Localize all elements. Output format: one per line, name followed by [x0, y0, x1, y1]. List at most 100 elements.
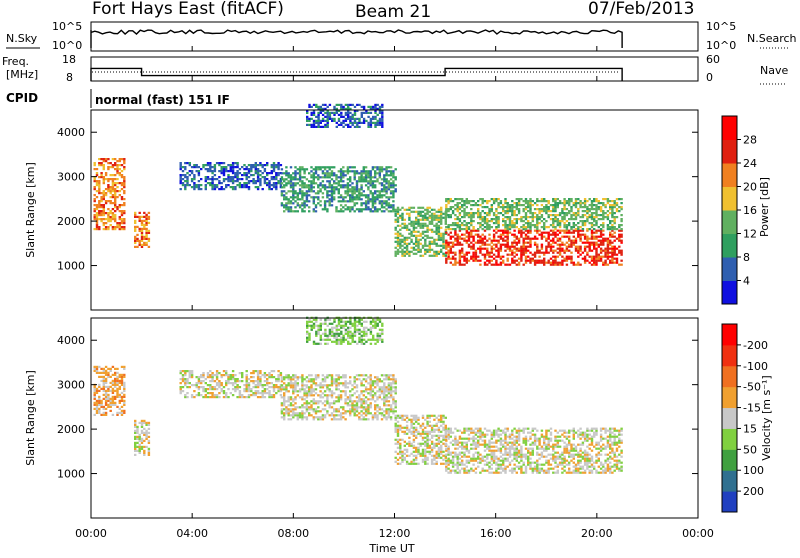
range-cell — [123, 228, 125, 230]
range-cell — [319, 200, 321, 202]
range-cell — [100, 206, 102, 208]
range-cell — [331, 196, 333, 198]
range-cell — [310, 190, 312, 192]
range-cell — [116, 412, 118, 414]
range-cell — [573, 222, 575, 224]
range-cell — [223, 178, 225, 180]
range-cell — [372, 206, 374, 208]
range-cell — [324, 176, 326, 178]
range-cell — [200, 386, 202, 388]
range-cell — [110, 202, 112, 204]
range-cell — [385, 204, 387, 206]
range-cell — [326, 172, 328, 174]
range-cell — [440, 215, 442, 217]
range-cell — [259, 180, 261, 182]
range-cell — [112, 212, 114, 214]
range-cell — [329, 104, 331, 106]
range-cell — [285, 390, 287, 392]
range-cell — [313, 394, 315, 396]
range-cell — [614, 254, 616, 256]
range-cell — [495, 226, 497, 228]
range-cell — [100, 162, 102, 164]
range-cell — [358, 416, 360, 418]
range-cell — [472, 228, 474, 230]
range-cell — [227, 396, 229, 398]
range-cell — [367, 172, 369, 174]
range-cell — [326, 194, 328, 196]
range-cell — [426, 451, 428, 453]
range-cell — [306, 408, 308, 410]
range-cell — [114, 192, 116, 194]
range-cell — [538, 210, 540, 212]
range-cell — [123, 368, 125, 370]
range-cell — [310, 166, 312, 168]
range-cell — [383, 374, 385, 376]
range-cell — [589, 198, 591, 200]
range-cell — [121, 182, 123, 184]
range-cell — [541, 260, 543, 262]
range-cell — [582, 216, 584, 218]
range-cell — [216, 378, 218, 380]
range-cell — [511, 246, 513, 248]
range-cell — [186, 386, 188, 388]
range-cell — [326, 180, 328, 182]
range-cell — [184, 174, 186, 176]
range-cell — [370, 106, 372, 108]
range-cell — [482, 238, 484, 240]
range-cell — [119, 222, 121, 224]
range-cell — [356, 190, 358, 192]
range-cell — [324, 408, 326, 410]
range-cell — [103, 212, 105, 214]
range-cell — [363, 190, 365, 192]
range-cell — [141, 426, 143, 428]
range-cell — [516, 208, 518, 210]
range-cell — [602, 210, 604, 212]
range-cell — [352, 104, 354, 106]
range-cell — [248, 180, 250, 182]
range-cell — [292, 386, 294, 388]
range-cell — [100, 176, 102, 178]
range-cell — [454, 224, 456, 226]
range-cell — [536, 228, 538, 230]
range-cell — [285, 178, 287, 180]
range-cell — [575, 202, 577, 204]
range-cell — [509, 246, 511, 248]
range-cell — [523, 204, 525, 206]
range-cell — [372, 390, 374, 392]
range-cell — [595, 236, 597, 238]
range-cell — [609, 208, 611, 210]
range-cell — [121, 374, 123, 376]
range-cell — [513, 214, 515, 216]
range-cell — [438, 431, 440, 433]
range-cell — [121, 392, 123, 394]
range-cell — [259, 164, 261, 166]
range-cell — [209, 388, 211, 390]
range-cell — [255, 390, 257, 392]
range-cell — [338, 410, 340, 412]
range-cell — [552, 238, 554, 240]
range-cell — [442, 247, 444, 249]
range-cell — [329, 184, 331, 186]
range-cell — [545, 252, 547, 254]
range-cell — [401, 251, 403, 253]
range-cell — [308, 406, 310, 408]
range-cell — [426, 251, 428, 253]
range-cell — [184, 186, 186, 188]
range-cell — [385, 174, 387, 176]
range-cell — [340, 106, 342, 108]
range-cell — [98, 190, 100, 192]
range-cell — [288, 376, 290, 378]
range-cell — [356, 180, 358, 182]
range-cell — [306, 396, 308, 398]
range-cell — [230, 374, 232, 376]
range-cell — [422, 227, 424, 229]
range-cell — [230, 168, 232, 170]
range-cell — [121, 412, 123, 414]
range-cell — [227, 184, 229, 186]
range-cell — [541, 238, 543, 240]
range-cell — [365, 170, 367, 172]
range-cell — [107, 226, 109, 228]
range-cell — [488, 220, 490, 222]
range-cell — [331, 186, 333, 188]
range-cell — [557, 214, 559, 216]
